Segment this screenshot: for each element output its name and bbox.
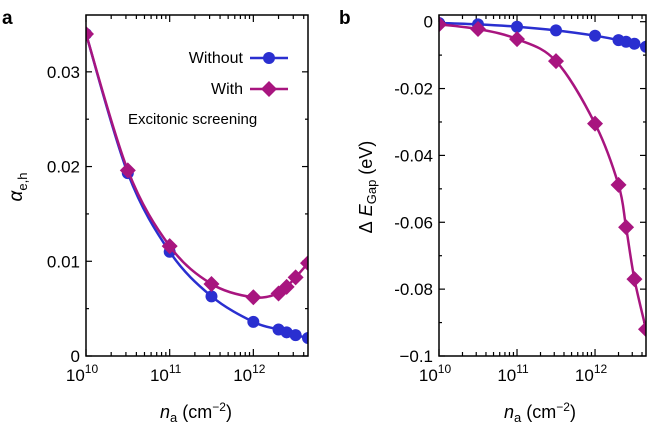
data-point-without: [205, 290, 218, 303]
y-tick-label: -0.04: [394, 146, 433, 165]
data-point-with: [300, 255, 308, 272]
data-point-with: [119, 162, 136, 179]
series-line-with: [86, 33, 308, 299]
y-tick-label: −0.1: [399, 347, 433, 366]
data-point-with: [161, 238, 178, 255]
data-point-with: [287, 269, 304, 286]
data-point-with: [618, 219, 635, 236]
legend-with-marker: [261, 81, 277, 97]
data-point-without: [628, 37, 641, 50]
data-point-with: [203, 276, 220, 293]
panel-b-ylabel: ΔEGap(eV): [356, 141, 379, 234]
panel-b-series: [439, 16, 646, 338]
legend-note: Excitonic screening: [128, 111, 257, 128]
data-point-with: [638, 321, 646, 338]
data-point-without: [511, 20, 524, 33]
data-point-with: [626, 271, 643, 288]
data-point-with: [245, 289, 262, 306]
y-tick-label: -0.06: [394, 213, 433, 232]
panel-b-xlabel: na (cm−2): [504, 400, 576, 425]
legend-without-marker: [263, 52, 275, 64]
data-point-with: [439, 16, 447, 33]
panel-a-legend: Without With Excitonic screening: [128, 50, 288, 128]
panel-a-letter: a: [2, 8, 13, 29]
legend-with-label: With: [211, 81, 243, 98]
x-tick-label: 1010: [419, 362, 452, 385]
data-point-without: [289, 329, 302, 342]
panel-a-ylabel: αe,h: [6, 173, 30, 202]
panel-a-xlabel: na (cm−2): [160, 400, 232, 425]
panel-b-frame: [438, 14, 647, 357]
data-point-without: [247, 315, 260, 328]
panel-a-frame: [85, 14, 309, 357]
data-point-with: [469, 21, 486, 38]
y-tick-label: 0.03: [47, 63, 80, 82]
x-tick-label: 1011: [497, 362, 529, 385]
y-tick-label: 0.02: [47, 158, 80, 177]
x-tick-label: 1011: [150, 362, 182, 385]
data-point-without: [550, 24, 563, 37]
y-tick-label: 0.01: [47, 252, 80, 271]
panel-a-series: [86, 25, 308, 345]
y-tick-label: 0: [71, 347, 80, 366]
x-tick-label: 1010: [66, 362, 99, 385]
data-point-with: [587, 115, 604, 132]
data-point-with: [548, 53, 565, 70]
data-point-with: [86, 25, 94, 42]
panel-b-letter: b: [339, 8, 351, 29]
data-point-with: [278, 278, 295, 295]
data-point-without: [640, 40, 646, 53]
y-tick-label: -0.02: [394, 80, 433, 99]
data-point-with: [610, 176, 627, 193]
legend-without-label: Without: [189, 50, 244, 67]
panel-a: a 0 0.01 0.02 0.03 1010 1011 1012 Without With…: [2, 8, 309, 425]
data-point-without: [589, 29, 602, 42]
y-tick-label: 0: [424, 13, 433, 32]
y-tick-label: -0.08: [394, 280, 433, 299]
x-tick-label: 1012: [233, 362, 266, 385]
x-tick-label: 1012: [575, 362, 608, 385]
data-point-with: [509, 31, 526, 48]
data-point-without: [302, 332, 308, 345]
series-line-with: [439, 23, 646, 330]
